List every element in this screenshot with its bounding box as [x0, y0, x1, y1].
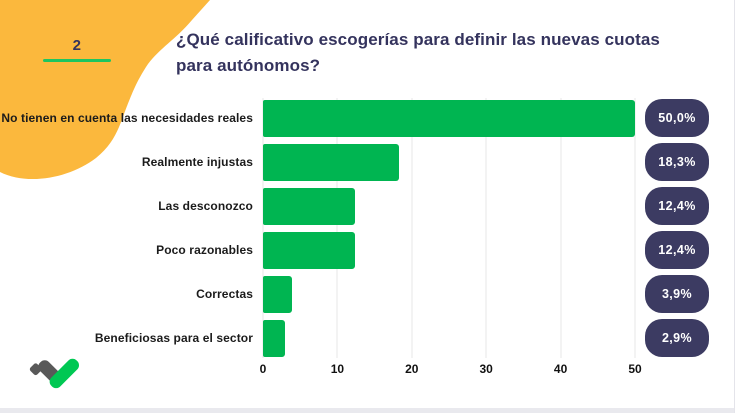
grid-layer	[262, 98, 636, 358]
bar-track	[263, 143, 635, 181]
bar-chart: No tienen en cuenta las necesidades real…	[0, 96, 734, 376]
x-tick-label: 30	[479, 362, 493, 376]
category-label: Realmente injustas	[141, 155, 253, 169]
orange-blob-shape	[0, 0, 210, 180]
chart-row: Correctas 3,9%	[0, 272, 734, 316]
bar	[263, 143, 400, 181]
category-label: Poco razonables	[156, 243, 253, 257]
title-line-1: ¿Qué calificativo escogerías para defini…	[176, 30, 660, 49]
x-axis: 0 10 20 30 40 50	[259, 362, 642, 378]
x-tick-label: 40	[553, 362, 568, 376]
bar-track	[263, 319, 635, 357]
gridline	[485, 98, 487, 358]
checkmark-logo-icon	[29, 358, 80, 389]
gridline	[336, 98, 338, 358]
value-badge: 18,3%	[645, 143, 709, 181]
chart-row: Las desconozco 12,4%	[0, 184, 734, 228]
category-label: No tienen en cuenta las necesidades real…	[1, 111, 253, 125]
page-title: ¿Qué calificativo escogerías para defini…	[176, 27, 731, 80]
chart-row: Beneficiosas para el sector 2,9%	[0, 316, 734, 360]
title-line-2: para autónomos?	[176, 56, 321, 76]
bar	[263, 99, 635, 137]
slide-number-block: 2	[43, 37, 111, 62]
bar-track	[263, 99, 635, 137]
category-label: Beneficiosas para el sector	[94, 331, 253, 345]
x-tick-label: 0	[259, 362, 267, 376]
x-tick-label: 50	[628, 362, 642, 376]
value-badge: 50,0%	[645, 99, 709, 137]
chart-row: Realmente injustas 18,3%	[0, 140, 734, 184]
bar	[263, 275, 293, 313]
gridline	[634, 98, 636, 358]
bottom-edge-strip	[0, 408, 734, 413]
bar-track	[263, 275, 635, 313]
gridline	[411, 98, 413, 358]
bar-track	[263, 231, 635, 269]
category-label: Correctas	[196, 287, 253, 301]
chart-row: No tienen en cuenta las necesidades real…	[0, 96, 734, 140]
value-badge: 2,9%	[645, 319, 709, 357]
category-label: Las desconozco	[158, 199, 253, 213]
gridline	[560, 98, 562, 358]
bar	[263, 187, 356, 225]
slide-number-underline	[43, 59, 111, 62]
bar-track	[263, 187, 635, 225]
value-badge: 12,4%	[645, 187, 709, 225]
bar	[263, 319, 285, 357]
bar-rows: No tienen en cuenta las necesidades real…	[0, 96, 734, 360]
value-badge: 3,9%	[645, 275, 709, 313]
gridline	[262, 98, 264, 358]
chart-row: Poco razonables 12,4%	[0, 228, 734, 272]
x-tick-label: 20	[405, 362, 419, 376]
bar	[263, 231, 356, 269]
x-tick-label: 10	[330, 362, 345, 376]
value-badge: 12,4%	[645, 231, 709, 269]
slide-number: 2	[72, 37, 82, 54]
